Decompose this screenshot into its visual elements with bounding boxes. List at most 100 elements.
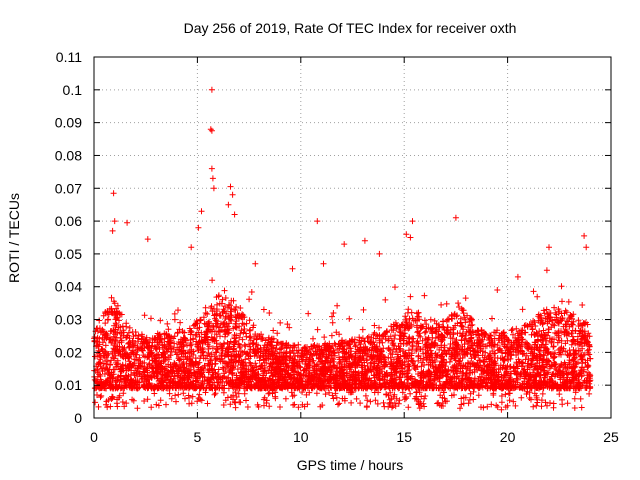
data-point [97, 394, 104, 401]
data-point [197, 317, 204, 324]
data-point [297, 364, 304, 371]
data-point [215, 366, 222, 373]
data-point [389, 363, 396, 370]
data-point [353, 395, 360, 402]
data-point [331, 350, 338, 357]
data-point [416, 405, 423, 412]
data-point [489, 315, 495, 322]
data-point [290, 402, 297, 408]
data-point [266, 403, 273, 410]
data-point [129, 338, 136, 345]
data-point [341, 361, 348, 368]
data-point [556, 391, 563, 398]
data-point [188, 400, 195, 407]
data-point [108, 339, 115, 346]
data-point [452, 365, 459, 372]
data-point [564, 400, 571, 407]
data-point [195, 395, 202, 402]
data-point [291, 342, 298, 349]
data-point [555, 320, 562, 327]
data-point [421, 362, 428, 368]
data-point [114, 403, 121, 410]
data-point [102, 320, 109, 327]
data-point [458, 395, 465, 402]
data-point [439, 394, 446, 401]
data-point [533, 330, 540, 337]
data-point [230, 345, 237, 352]
data-point [540, 327, 547, 334]
data-point [134, 335, 141, 342]
data-point [100, 360, 107, 367]
data-point [488, 401, 495, 408]
data-point [314, 326, 321, 333]
data-point [465, 400, 472, 407]
data-point [246, 296, 253, 303]
data-point [399, 322, 406, 329]
data-point [139, 333, 146, 340]
data-point [571, 395, 578, 402]
data-point [404, 322, 411, 329]
data-point [367, 398, 374, 405]
data-point [381, 403, 388, 410]
data-point [570, 357, 577, 364]
data-point [468, 355, 475, 362]
data-point [190, 351, 197, 358]
data-point [216, 300, 223, 307]
data-point [392, 284, 398, 291]
data-point [536, 344, 543, 350]
data-point [204, 311, 211, 317]
data-point [212, 349, 219, 356]
data-point [123, 400, 130, 407]
data-point [250, 340, 257, 347]
data-point [200, 355, 207, 362]
data-point [209, 277, 216, 284]
data-point [261, 402, 267, 409]
data-point [534, 293, 541, 300]
data-point [171, 359, 178, 366]
data-point [176, 326, 183, 333]
data-point [299, 389, 306, 396]
data-point [140, 368, 147, 375]
data-point [451, 373, 458, 380]
data-point [227, 401, 234, 408]
data-point [586, 333, 593, 340]
data-point [148, 315, 154, 322]
data-point [322, 391, 329, 398]
data-point [495, 365, 502, 372]
data-point [221, 287, 228, 294]
data-point [538, 403, 545, 410]
data-point [519, 359, 526, 366]
data-point [188, 328, 195, 335]
data-point [194, 398, 201, 405]
data-point [192, 332, 199, 339]
data-point [306, 389, 313, 396]
data-point [223, 375, 229, 382]
data-point [357, 400, 364, 407]
data-point [238, 327, 245, 334]
data-point [141, 398, 148, 404]
data-point [550, 404, 557, 411]
data-point [414, 329, 421, 336]
data-point [274, 339, 281, 346]
data-point [474, 327, 481, 334]
data-point [436, 378, 443, 385]
data-point [490, 392, 497, 398]
data-point [586, 390, 593, 397]
data-point [407, 293, 414, 300]
data-point [451, 391, 457, 398]
data-point [96, 317, 103, 324]
data-point [322, 357, 329, 364]
data-point [396, 397, 403, 404]
data-point [397, 340, 404, 347]
data-point [255, 403, 262, 410]
data-point [246, 334, 253, 341]
data-point [333, 394, 340, 401]
data-point [237, 399, 244, 406]
data-point [120, 390, 127, 397]
data-point [301, 344, 308, 351]
data-point [260, 396, 267, 403]
data-point [167, 361, 174, 368]
data-point [578, 404, 585, 411]
data-point [148, 404, 155, 411]
data-point [111, 355, 118, 362]
